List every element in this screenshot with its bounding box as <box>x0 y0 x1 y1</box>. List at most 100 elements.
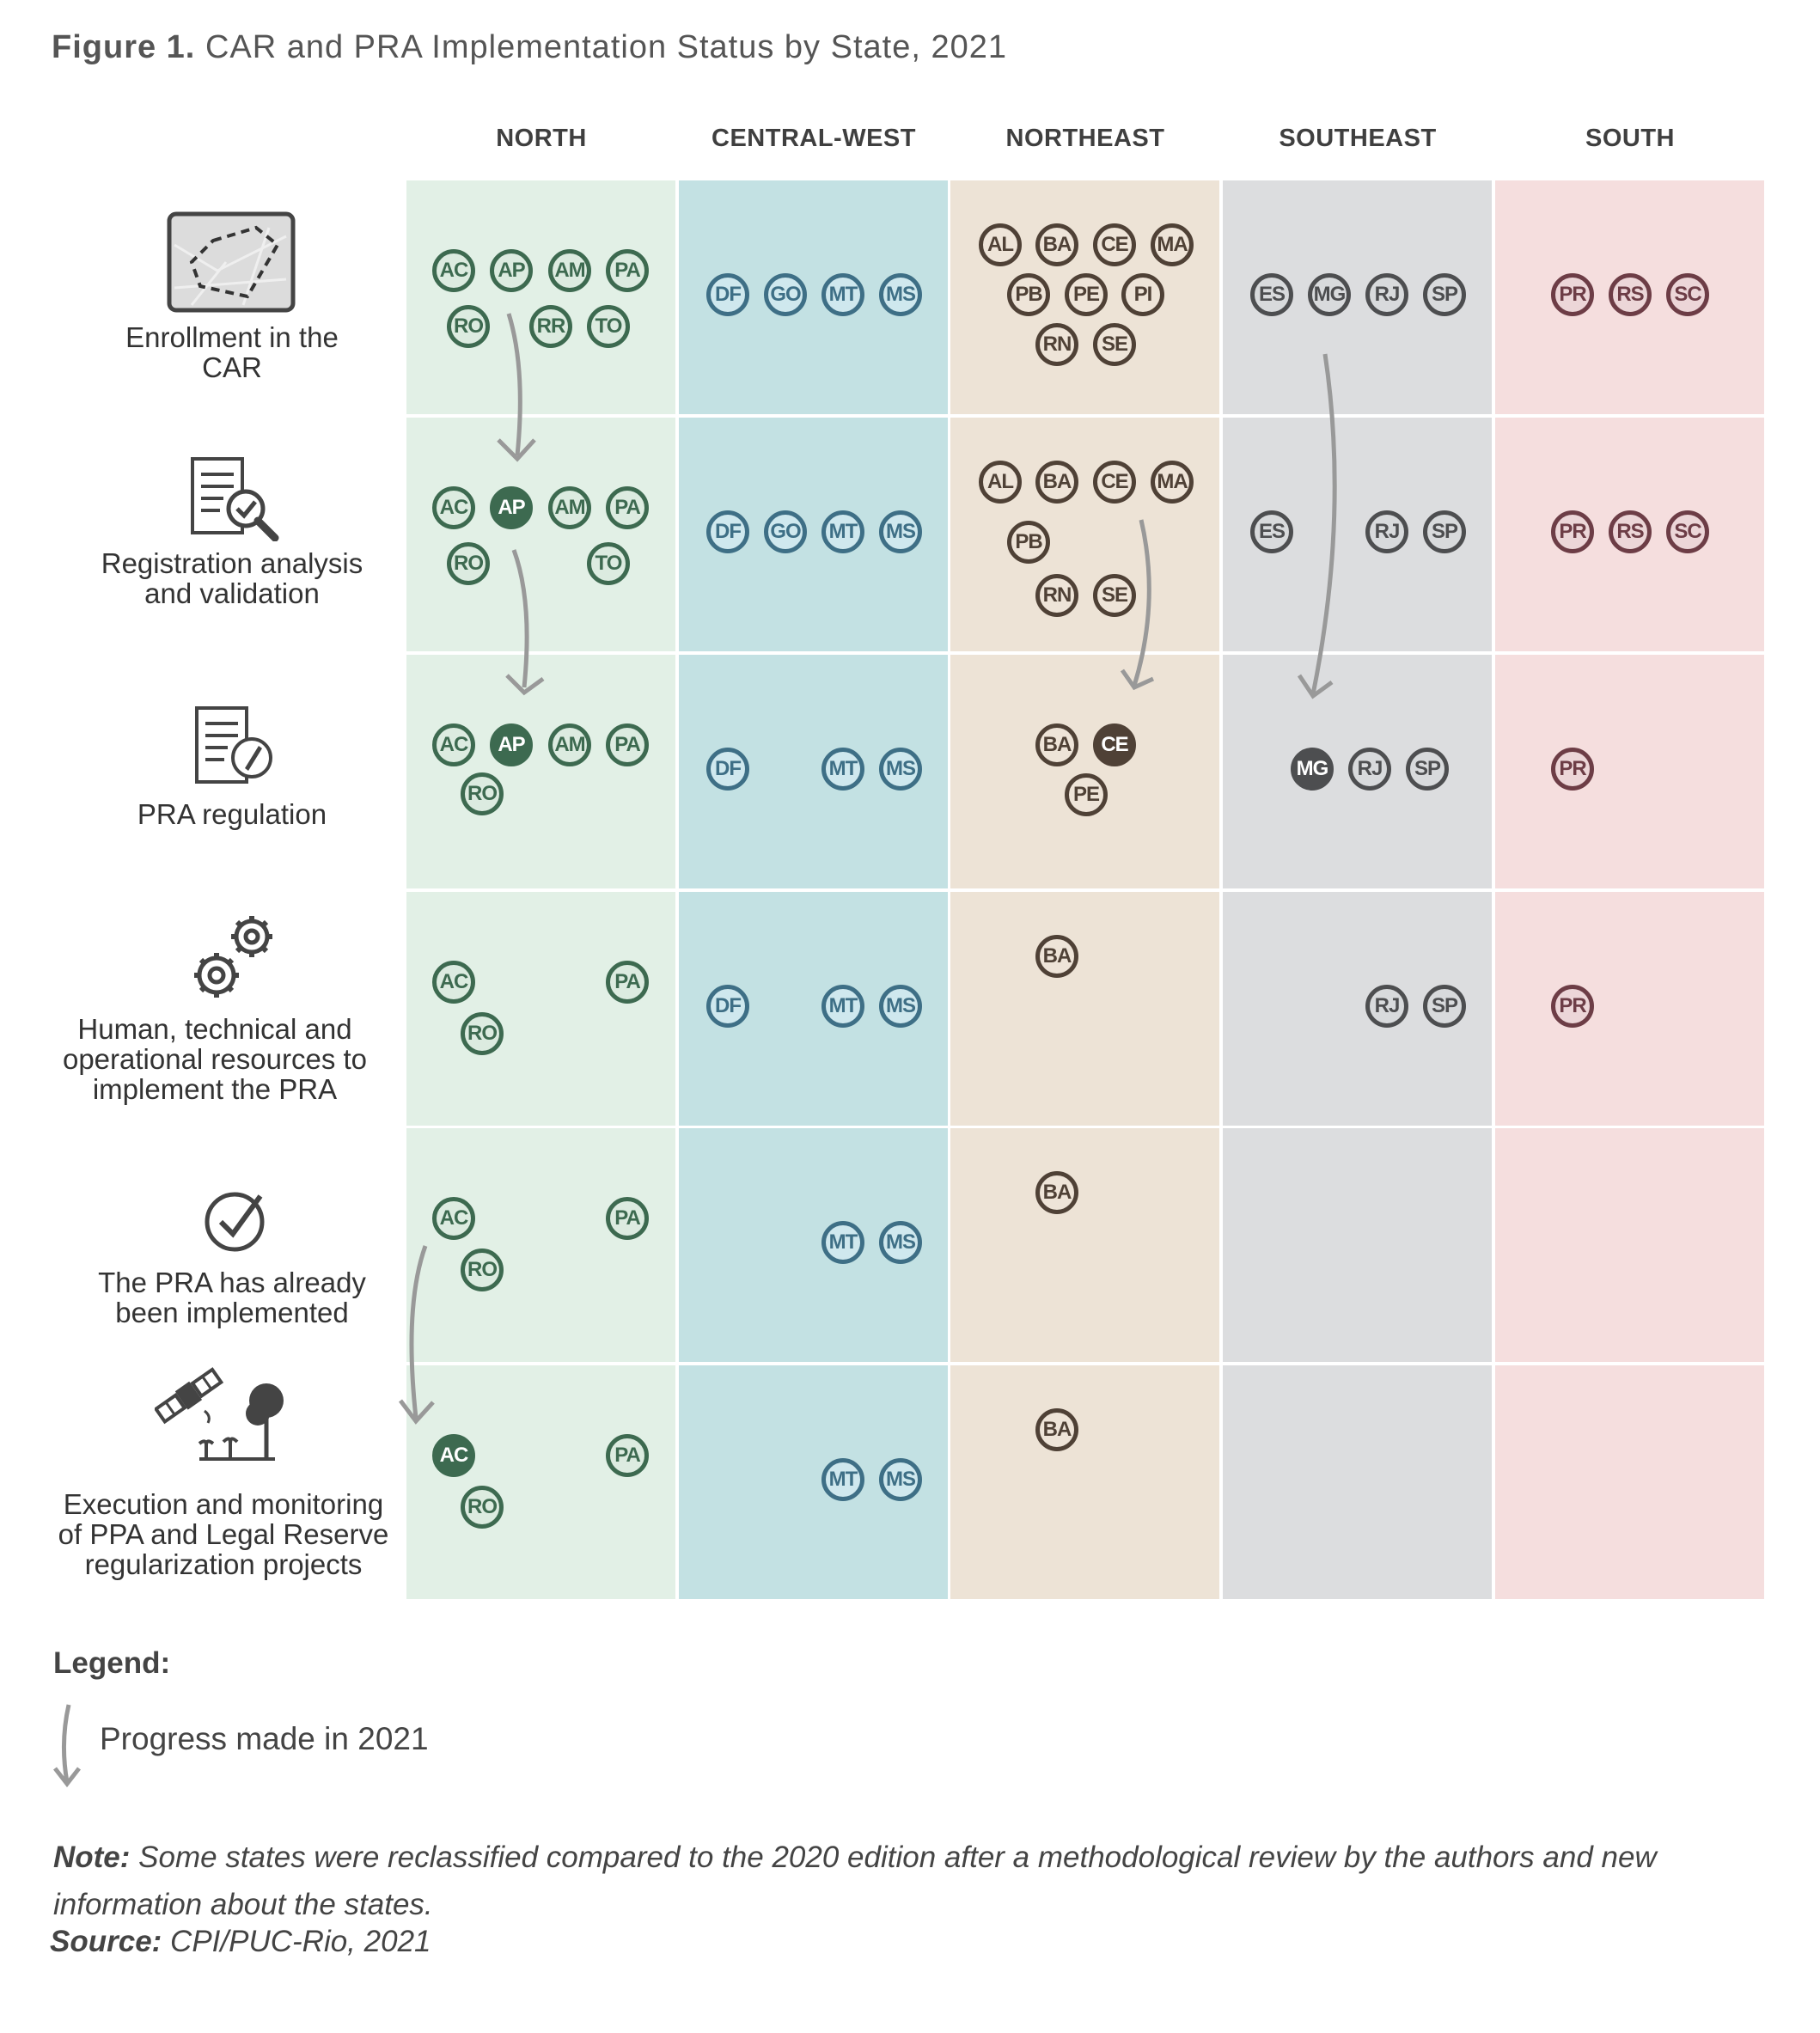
legend-arrow <box>53 1704 81 1788</box>
state-badge-rs: RS <box>1609 273 1652 316</box>
stage-label-registration: Registration analysis and validation <box>101 547 363 609</box>
stage-label-execution: Execution and monitoring of PPA and Lega… <box>58 1488 389 1580</box>
state-badge-ma: MA <box>1151 461 1194 504</box>
state-badge-pr: PR <box>1551 273 1594 316</box>
progress-arrow-north-ap-1 <box>497 313 536 462</box>
state-badge-df: DF <box>706 748 749 791</box>
state-badge-pr: PR <box>1551 748 1594 791</box>
state-badge-ms: MS <box>879 985 922 1028</box>
state-badge-ac: AC <box>432 249 475 292</box>
state-badge-ce: CE <box>1093 723 1136 766</box>
map-outline-icon <box>167 211 296 313</box>
grid-cell-northeast-stage-3: BA CE PE <box>950 655 1219 888</box>
state-badge-pa: PA <box>606 1197 649 1240</box>
state-badge-mt: MT <box>821 1221 864 1264</box>
state-badge-pb: PB <box>1007 273 1050 316</box>
state-badge-pa: PA <box>606 723 649 766</box>
state-badge-rn: RN <box>1035 323 1078 366</box>
state-badge-go: GO <box>764 510 807 553</box>
state-badge-ro: RO <box>461 1248 504 1291</box>
state-badge-ap: AP <box>490 486 533 529</box>
region-header-south: SOUTH <box>1585 125 1675 152</box>
progress-arrow-north-ap-2 <box>505 549 545 696</box>
state-badge-ms: MS <box>879 748 922 791</box>
stage-label-implemented: The PRA has already been implemented <box>98 1267 366 1328</box>
state-badge-se: SE <box>1093 574 1136 617</box>
grid-cell-central-west-stage-2: DF GO MT MS <box>679 418 948 651</box>
state-badge-pe: PE <box>1065 273 1108 316</box>
note-label: Note: <box>53 1841 131 1874</box>
progress-arrow-northeast-ce <box>1120 519 1155 691</box>
state-badge-go: GO <box>764 273 807 316</box>
note-text: Some states were reclassified compared t… <box>53 1841 1657 1921</box>
grid-cell-north-stage-1: AC AP AM PA RO RR TO <box>406 180 675 414</box>
grid-cell-southeast-stage-1: ES MG RJ SP <box>1223 180 1492 414</box>
state-badge-ac: AC <box>432 486 475 529</box>
grid-cell-southeast-stage-6 <box>1223 1365 1492 1599</box>
legend-title: Legend: <box>53 1646 171 1680</box>
grid-cell-central-west-stage-3: DF MT MS <box>679 655 948 888</box>
grid-cell-northeast-stage-4: BA <box>950 892 1219 1126</box>
source-label: Source: <box>50 1925 162 1958</box>
state-badge-ap: AP <box>490 723 533 766</box>
state-badge-ba: BA <box>1035 223 1078 266</box>
satellite-tree-icon <box>155 1367 284 1461</box>
state-badge-ro: RO <box>447 542 490 585</box>
region-header-northeast: NORTHEAST <box>1005 125 1165 152</box>
state-badge-am: AM <box>548 723 591 766</box>
figure-title-text: CAR and PRA Implementation Status by Sta… <box>205 29 1007 65</box>
document-pencil-icon <box>195 706 272 784</box>
progress-arrow-north-ac <box>399 1245 435 1425</box>
state-badge-ac: AC <box>432 1434 475 1477</box>
grid-cell-southeast-stage-5 <box>1223 1128 1492 1362</box>
state-badge-rj: RJ <box>1365 985 1408 1028</box>
state-badge-rj: RJ <box>1348 748 1391 791</box>
state-badge-sc: SC <box>1666 510 1709 553</box>
stage-label-enrollment: Enrollment in the CAR <box>125 321 339 383</box>
state-badge-pa: PA <box>606 1434 649 1477</box>
state-badge-es: ES <box>1250 273 1293 316</box>
grid-cell-north-stage-4: AC PA RO <box>406 892 675 1126</box>
grid-cell-northeast-stage-2: AL BA CE MA PB RN SE <box>950 418 1219 651</box>
state-badge-pa: PA <box>606 249 649 292</box>
state-badge-sp: SP <box>1423 273 1466 316</box>
state-badge-pr: PR <box>1551 510 1594 553</box>
state-badge-ro: RO <box>461 1486 504 1529</box>
state-badge-df: DF <box>706 273 749 316</box>
state-badge-to: TO <box>587 305 630 348</box>
state-badge-mg: MG <box>1291 748 1334 791</box>
region-header-north: NORTH <box>496 125 587 152</box>
grid-cell-south-stage-6 <box>1495 1365 1764 1599</box>
state-badge-ms: MS <box>879 510 922 553</box>
state-badge-sp: SP <box>1423 510 1466 553</box>
grid-cell-central-west-stage-5: MT MS <box>679 1128 948 1362</box>
source-text: CPI/PUC-Rio, 2021 <box>170 1925 431 1958</box>
state-badge-ce: CE <box>1093 223 1136 266</box>
state-badge-pe: PE <box>1065 773 1108 816</box>
gears-icon <box>194 916 272 998</box>
grid-cell-south-stage-3: PR <box>1495 655 1764 888</box>
state-badge-am: AM <box>548 486 591 529</box>
state-badge-ac: AC <box>432 1197 475 1240</box>
grid-cell-south-stage-1: PR RS SC <box>1495 180 1764 414</box>
grid-cell-northeast-stage-5: BA <box>950 1128 1219 1362</box>
grid-cell-southeast-stage-3: MG RJ SP <box>1223 655 1492 888</box>
grid-cell-north-stage-2: AC AP AM PA RO TO <box>406 418 675 651</box>
grid-cell-northeast-stage-1: AL BA CE MA PB PE PI RN SE <box>950 180 1219 414</box>
grid-cell-northeast-stage-6: BA <box>950 1365 1219 1599</box>
state-badge-ba: BA <box>1035 935 1078 978</box>
grid-cell-north-stage-6: AC PA RO <box>406 1365 675 1599</box>
state-badge-rs: RS <box>1609 510 1652 553</box>
state-badge-am: AM <box>548 249 591 292</box>
figure-title: Figure 1. CAR and PRA Implementation Sta… <box>52 29 1007 66</box>
stage-label-resources: Human, technical and operational resourc… <box>62 1013 368 1105</box>
state-badge-ro: RO <box>461 1012 504 1055</box>
state-badge-rr: RR <box>529 305 572 348</box>
state-badge-pa: PA <box>606 961 649 1004</box>
state-badge-mt: MT <box>821 985 864 1028</box>
state-badge-rj: RJ <box>1365 510 1408 553</box>
grid-cell-central-west-stage-1: DF GO MT MS <box>679 180 948 414</box>
source: Source: CPI/PUC-Rio, 2021 <box>50 1925 431 1959</box>
state-badge-ma: MA <box>1151 223 1194 266</box>
